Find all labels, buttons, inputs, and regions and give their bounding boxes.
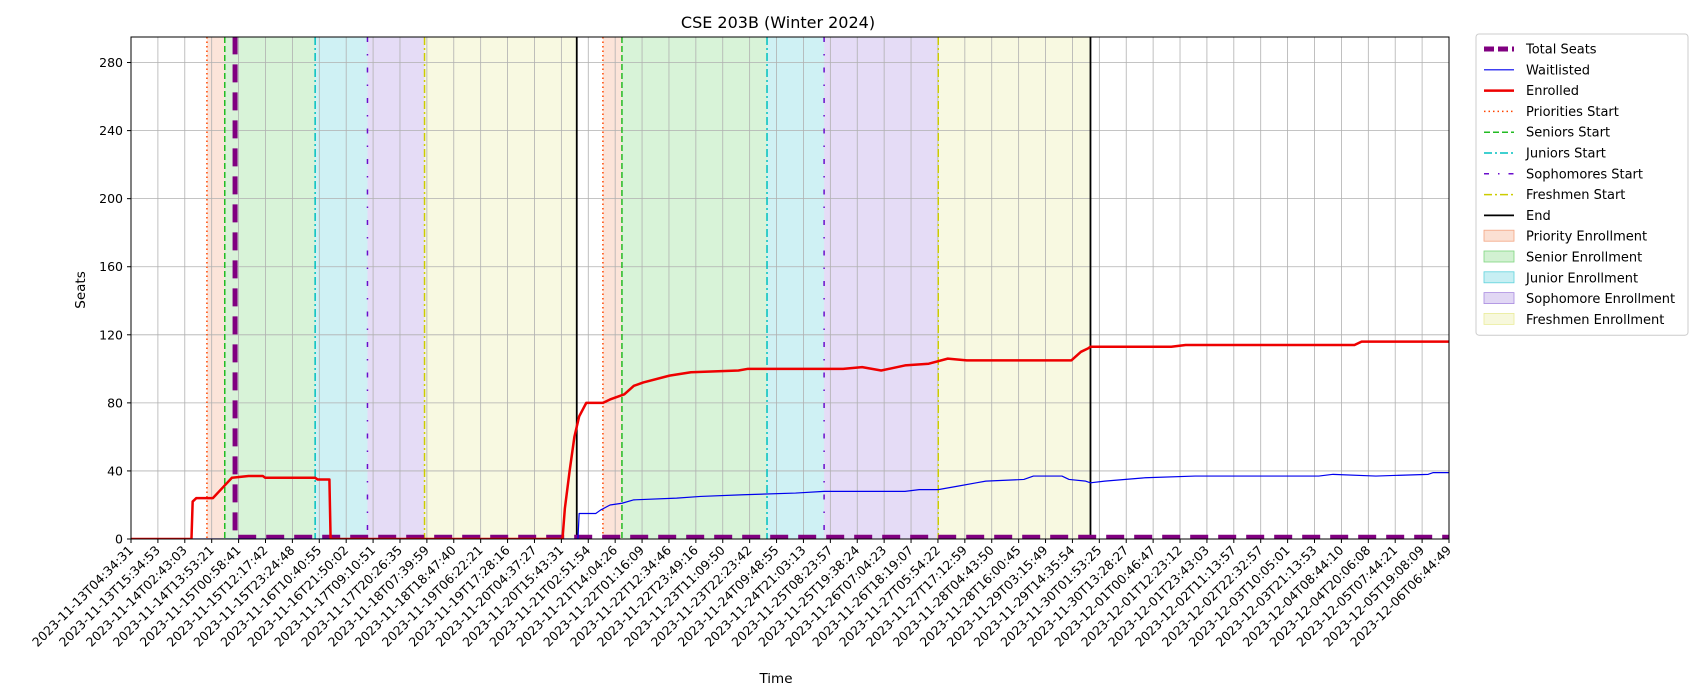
legend-label: Priority Enrollment — [1526, 230, 1647, 245]
legend-label: End — [1526, 209, 1551, 224]
legend-label: Freshmen Start — [1526, 188, 1625, 203]
y-tick-label: 200 — [99, 191, 123, 206]
legend-entry: Seniors Start — [1484, 126, 1610, 141]
phase-band — [224, 37, 316, 539]
chart-title: CSE 203B (Winter 2024) — [681, 13, 875, 32]
legend-frame — [1475, 33, 1689, 336]
phase-band — [367, 37, 425, 539]
y-tick-label: 280 — [99, 55, 123, 70]
series-line — [131, 472, 1449, 539]
legend-entry: Freshmen Start — [1484, 188, 1625, 203]
legend-entry: Sophomore Enrollment — [1483, 292, 1675, 307]
series-line — [131, 340, 1449, 539]
legend-entry: End — [1484, 209, 1551, 224]
legend-swatch — [1483, 229, 1515, 242]
phase-band — [602, 37, 622, 539]
y-tick-label: 40 — [107, 463, 123, 478]
legend-label: Junior Enrollment — [1525, 271, 1638, 286]
legend-entry: Juniors Start — [1484, 147, 1606, 162]
y-tick-label: 160 — [99, 259, 123, 274]
legend-label: Freshmen Enrollment — [1526, 313, 1664, 328]
phase-band — [824, 37, 939, 539]
phase-band — [767, 37, 825, 539]
legend-entry: Total Seats — [1484, 43, 1597, 58]
phase-band — [938, 37, 1091, 539]
legend-swatch — [1483, 271, 1515, 284]
legend-label: Senior Enrollment — [1526, 251, 1642, 266]
legend-swatch — [1483, 312, 1515, 325]
phase-band — [621, 37, 768, 539]
y-tick-label: 0 — [115, 532, 123, 547]
y-tick-label: 240 — [99, 123, 123, 138]
y-tick-label: 120 — [99, 327, 123, 342]
legend-entry: Priorities Start — [1484, 105, 1619, 120]
phase-band — [206, 37, 225, 539]
y-tick-label: 80 — [107, 395, 123, 410]
legend-entry: Senior Enrollment — [1483, 250, 1642, 266]
legend-entry: Freshmen Enrollment — [1483, 312, 1664, 328]
legend-entry: Junior Enrollment — [1483, 271, 1638, 286]
plot-frame — [130, 36, 1450, 540]
phase-band — [424, 37, 577, 539]
legend-label: Sophomore Enrollment — [1526, 292, 1675, 307]
legend-label: Waitlisted — [1526, 63, 1590, 78]
legend-label: Sophomores Start — [1526, 167, 1643, 182]
series-line — [232, 37, 1449, 539]
legend-label: Total Seats — [1525, 43, 1597, 58]
plot-area: 040801201602002402802023-11-13T04:34:312… — [29, 36, 1454, 650]
legend-entry: Enrolled — [1484, 84, 1579, 99]
y-axis-title: Seats — [73, 271, 89, 308]
legend: Total Seats Waitlisted Enrolled Priorities … — [1475, 33, 1689, 336]
legend-label: Priorities Start — [1526, 105, 1619, 120]
legend-swatch — [1483, 292, 1515, 305]
legend-swatch — [1483, 250, 1515, 263]
phase-band — [315, 37, 368, 539]
legend-label: Juniors Start — [1525, 147, 1606, 162]
x-axis-title: Time — [758, 671, 792, 687]
legend-entry: Sophomores Start — [1484, 167, 1643, 182]
legend-entry: Priority Enrollment — [1483, 229, 1647, 245]
legend-label: Enrolled — [1526, 84, 1579, 99]
legend-label: Seniors Start — [1526, 126, 1610, 141]
legend-entry: Waitlisted — [1484, 63, 1590, 78]
